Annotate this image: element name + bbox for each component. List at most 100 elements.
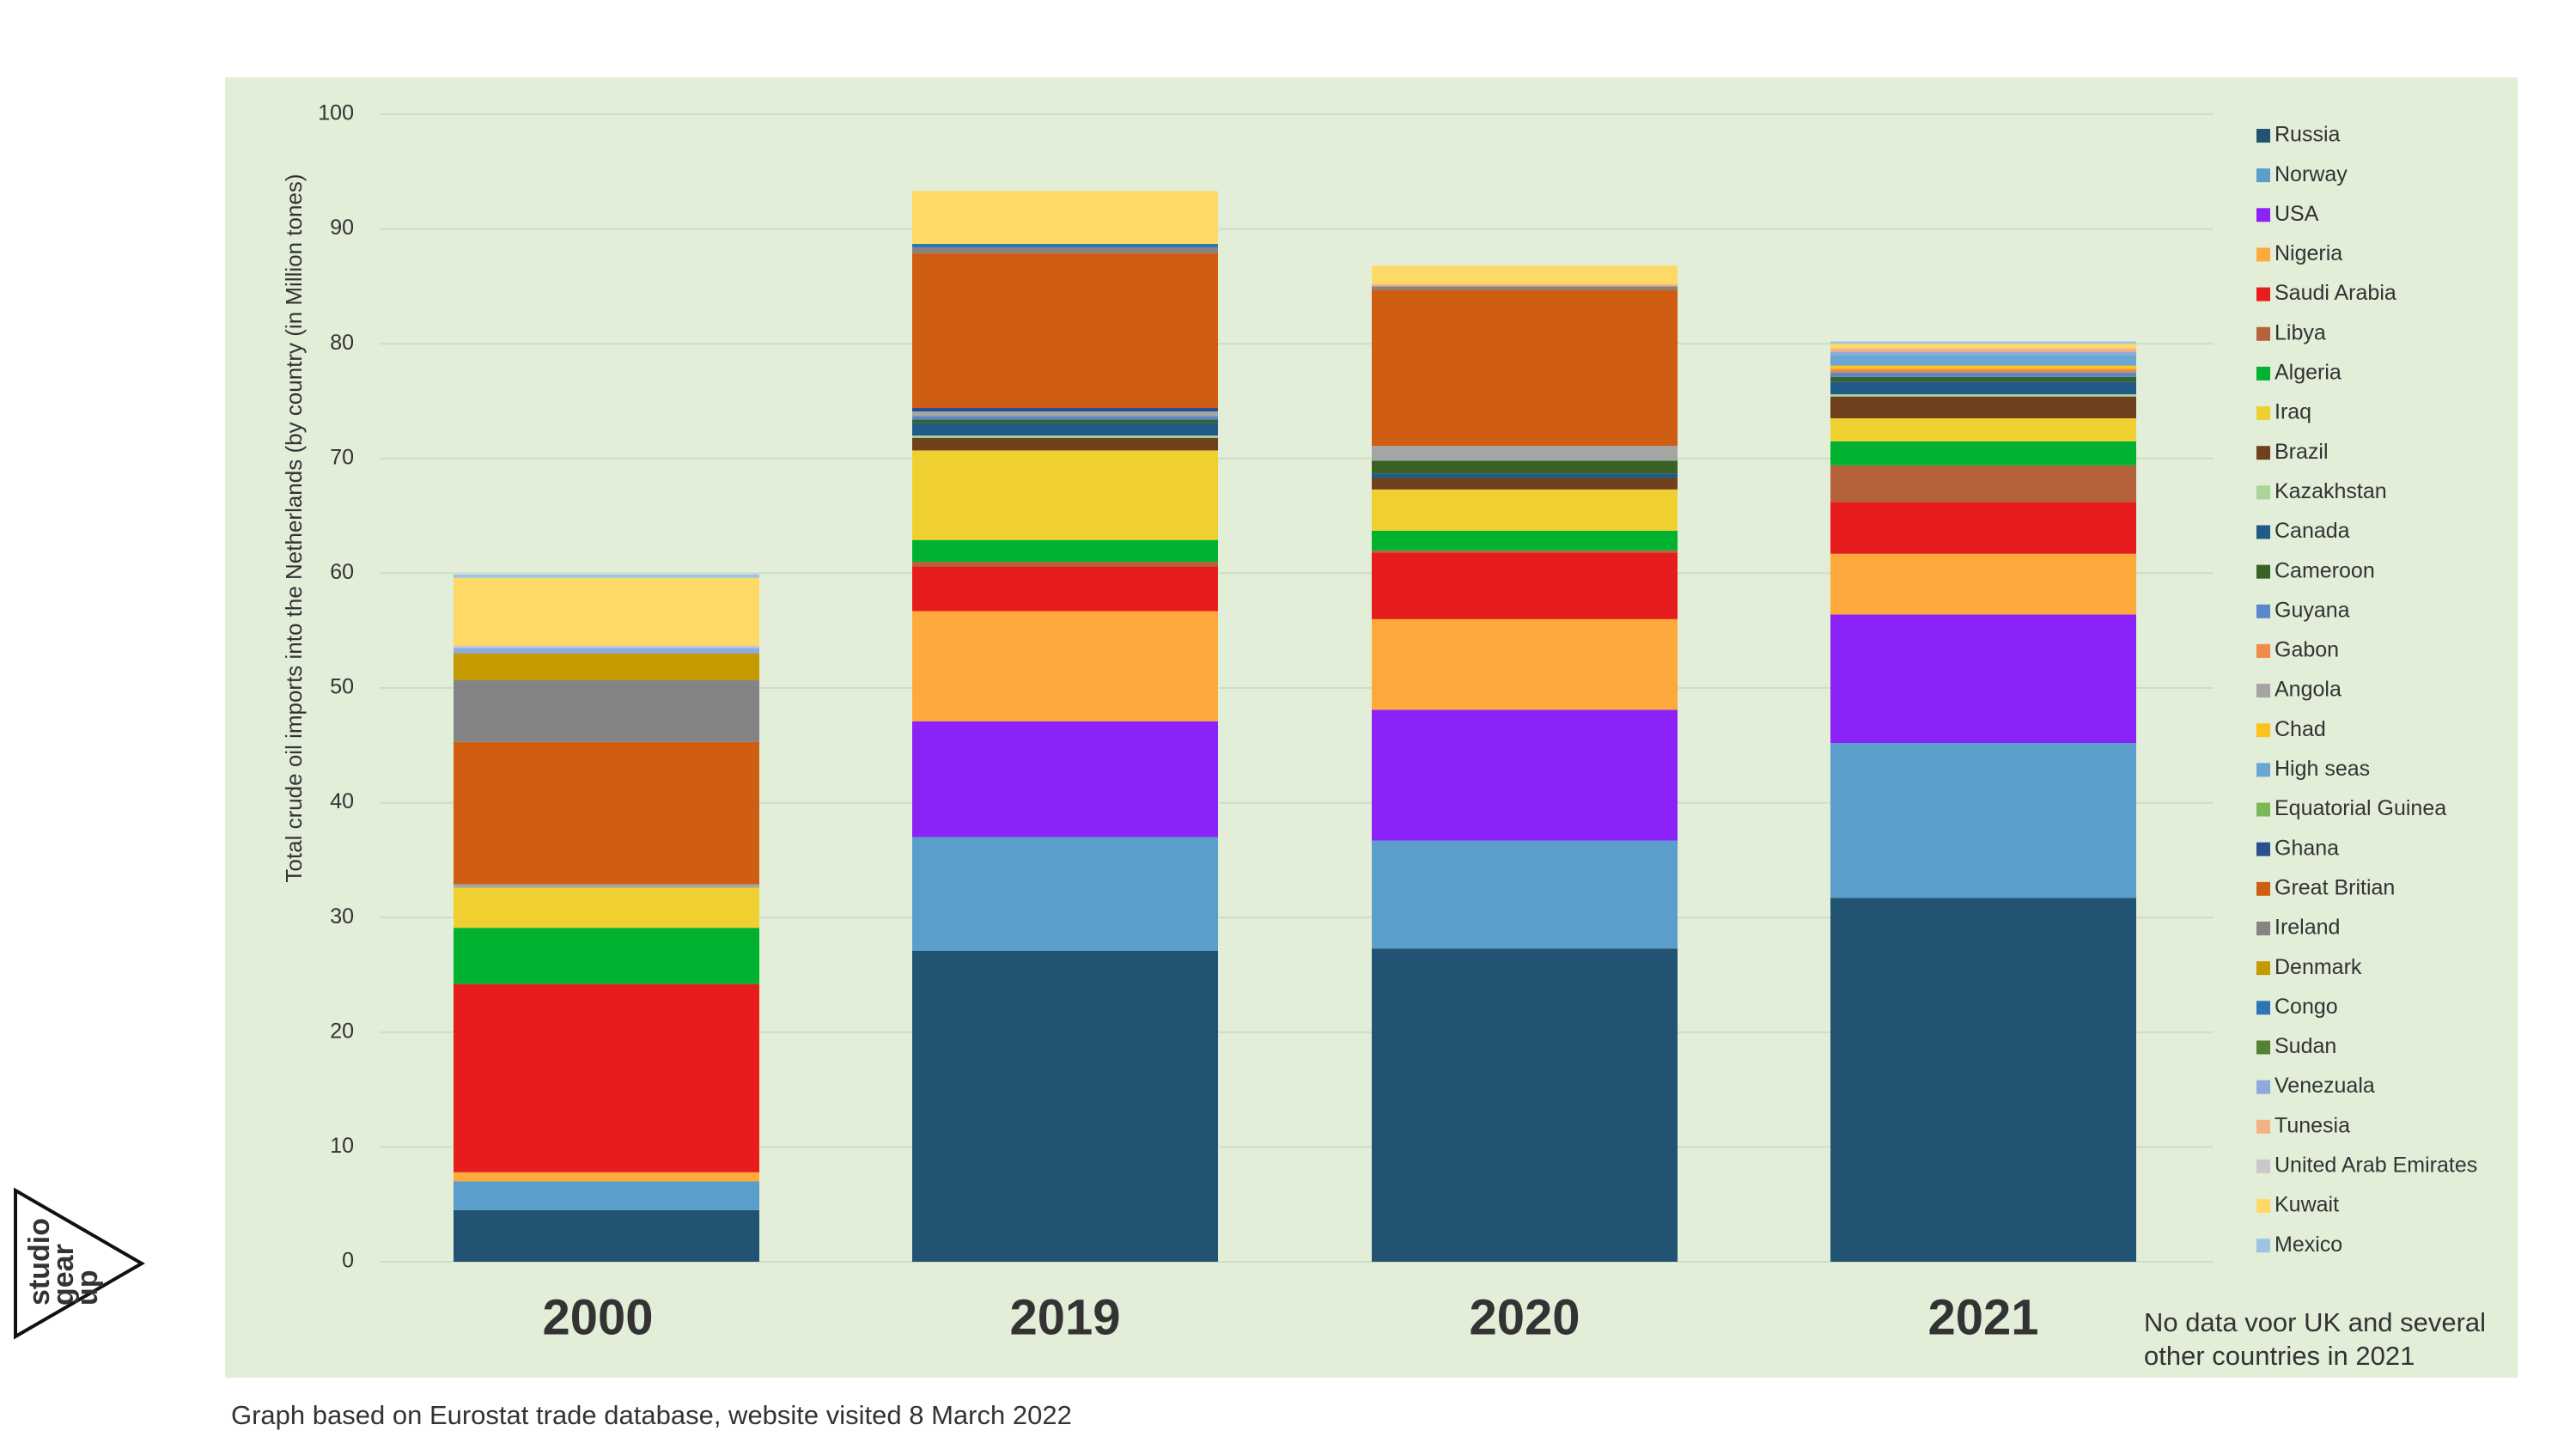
bar-segment: [912, 253, 1218, 409]
bar-segment: [454, 574, 759, 578]
legend-swatch: [2256, 1239, 2270, 1253]
legend-swatch: [2256, 564, 2270, 579]
legend-label: Sudan: [2275, 1034, 2336, 1058]
y-tick-label: 20: [330, 1019, 354, 1043]
bar-segment: [912, 721, 1218, 837]
logo: studio gear up: [14, 1187, 145, 1340]
logo-triangle: [14, 1187, 145, 1340]
bar-segment: [912, 566, 1218, 612]
logo-word: gear: [47, 1244, 80, 1306]
bar-segment: [912, 611, 1218, 721]
bar-segment: [912, 423, 1218, 436]
bar-segment: [454, 983, 759, 1172]
legend-swatch: [2256, 406, 2270, 421]
legend-swatch: [2256, 1001, 2270, 1015]
bar-segment: [1830, 396, 2136, 419]
bar-segment: [912, 419, 1218, 423]
bar-segment: [454, 741, 759, 885]
legend-label: Great Britian: [2275, 875, 2395, 899]
bar-segment: [1372, 478, 1678, 490]
legend-swatch: [2256, 604, 2270, 618]
y-tick-label: 70: [330, 445, 354, 469]
legend-label: Ghana: [2275, 836, 2339, 860]
legend-label: Libya: [2275, 320, 2326, 344]
legend-swatch: [2256, 723, 2270, 738]
bar-segment: [454, 645, 759, 648]
legend-label: Tunesia: [2275, 1113, 2350, 1137]
bar-segment: [1830, 344, 2136, 349]
legend-label: Equatorial Guinea: [2275, 796, 2446, 820]
legend-swatch: [2256, 129, 2270, 143]
bar-segment: [1830, 376, 2136, 382]
bar-segment: [1830, 372, 2136, 377]
legend-swatch: [2256, 802, 2270, 817]
legend-swatch: [2256, 326, 2270, 341]
legend-swatch: [2256, 684, 2270, 698]
legend-label: Guyana: [2275, 598, 2350, 622]
bar-segment: [1830, 553, 2136, 615]
bar-segment: [454, 1209, 759, 1262]
legend-swatch: [2256, 1040, 2270, 1055]
legend-swatch: [2256, 208, 2270, 222]
bar-segment: [1830, 365, 2136, 369]
x-tick-label: 2019: [1009, 1289, 1120, 1345]
bar-segment: [1830, 348, 2136, 352]
y-tick-label: 60: [330, 560, 354, 584]
legend-label: Cameroon: [2275, 558, 2375, 582]
bar-segment: [1372, 289, 1678, 447]
bar-segment: [1830, 743, 2136, 898]
bar-segment: [1830, 351, 2136, 356]
bar-segment: [1830, 368, 2136, 373]
bar-segment: [1372, 286, 1678, 290]
bar-segment: [1830, 441, 2136, 466]
legend-label: Algeria: [2275, 361, 2342, 385]
bar-segment: [454, 679, 759, 742]
legend-swatch: [2256, 1080, 2270, 1094]
legend-swatch: [2256, 446, 2270, 460]
y-tick-label: 30: [330, 904, 354, 928]
bar-segment: [1372, 618, 1678, 710]
bar-segment: [912, 837, 1218, 951]
x-tick-label: 2000: [542, 1289, 653, 1345]
bar-segment: [1830, 341, 2136, 344]
legend-swatch: [2256, 763, 2270, 777]
legend-label: Mexico: [2275, 1233, 2342, 1257]
legend-label: Brazil: [2275, 440, 2329, 464]
legend-swatch: [2256, 922, 2270, 935]
bar-segment: [454, 648, 759, 654]
bar-segment: [912, 562, 1218, 567]
bar-segment: [1372, 709, 1678, 841]
legend-swatch: [2256, 366, 2270, 381]
bar-segment: [1372, 460, 1678, 474]
legend-swatch: [2256, 643, 2270, 658]
bar-segment: [1372, 840, 1678, 949]
bar-segment: [1372, 550, 1678, 553]
legend-swatch: [2256, 1199, 2270, 1214]
bar-segment: [1830, 898, 2136, 1262]
legend-swatch: [2256, 247, 2270, 262]
bar-segment: [454, 928, 759, 984]
bar-segment: [1830, 381, 2136, 394]
source-note: Graph based on Eurostat trade database, …: [231, 1400, 1072, 1430]
bar-segment: [1830, 418, 2136, 441]
legend-label: Angola: [2275, 678, 2342, 702]
legend-label: Chad: [2275, 717, 2326, 741]
legend-label: United Arab Emirates: [2275, 1154, 2477, 1178]
bar-segment: [1830, 502, 2136, 554]
bar-segment: [1830, 393, 2136, 397]
legend-label: Denmark: [2275, 955, 2362, 979]
legend-label: Kazakhstan: [2275, 479, 2387, 503]
legend-swatch: [2256, 842, 2270, 856]
legend-label: Saudi Arabia: [2275, 281, 2396, 305]
y-tick-label: 80: [330, 331, 354, 355]
y-tick-label: 10: [330, 1134, 354, 1158]
legend-label: Iraq: [2275, 400, 2311, 424]
legend-label: Ireland: [2275, 916, 2340, 940]
bar-segment: [912, 435, 1218, 438]
legend-swatch: [2256, 1119, 2270, 1134]
bar-segment: [1830, 355, 2136, 366]
bar-segment: [912, 247, 1218, 253]
bar-segment: [454, 884, 759, 888]
legend-swatch: [2256, 287, 2270, 301]
